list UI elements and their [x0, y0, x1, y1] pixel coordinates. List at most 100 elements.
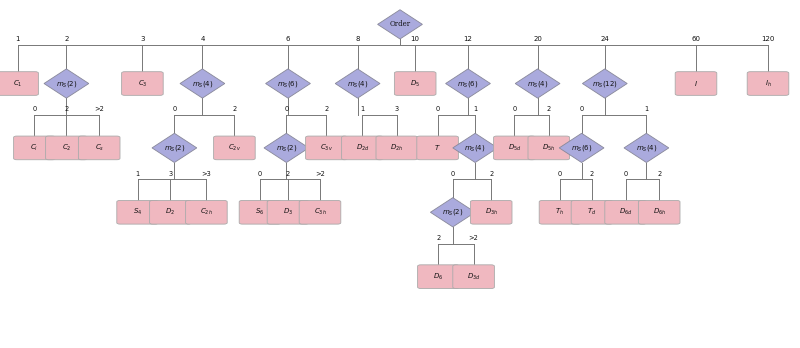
Text: >3: >3 — [202, 171, 211, 177]
Text: 2: 2 — [232, 106, 237, 112]
FancyBboxPatch shape — [122, 72, 163, 95]
FancyBboxPatch shape — [470, 200, 512, 224]
Text: 24: 24 — [601, 37, 609, 42]
FancyBboxPatch shape — [539, 200, 581, 224]
FancyBboxPatch shape — [417, 136, 458, 160]
Text: 2: 2 — [436, 235, 441, 241]
Text: $C_i$: $C_i$ — [30, 143, 38, 153]
Text: 1: 1 — [360, 106, 365, 112]
Text: $D_{6d}$: $D_{6d}$ — [618, 207, 633, 218]
FancyBboxPatch shape — [342, 136, 383, 160]
Text: 120: 120 — [762, 37, 774, 42]
Text: 3: 3 — [140, 37, 145, 42]
Text: 0: 0 — [450, 171, 455, 177]
FancyBboxPatch shape — [14, 136, 55, 160]
Text: $C_s$: $C_s$ — [94, 143, 104, 153]
Text: 2: 2 — [657, 171, 662, 177]
Text: $m_S(12)$: $m_S(12)$ — [592, 79, 618, 88]
Text: $S_6$: $S_6$ — [255, 207, 265, 218]
Text: $m_S(2)$: $m_S(2)$ — [164, 143, 185, 153]
Text: $D_{3h}$: $D_{3h}$ — [485, 207, 498, 218]
FancyBboxPatch shape — [214, 136, 255, 160]
Text: >2: >2 — [469, 235, 478, 241]
FancyBboxPatch shape — [186, 200, 227, 224]
Text: 0: 0 — [512, 106, 517, 112]
Text: $C_{3h}$: $C_{3h}$ — [314, 207, 326, 218]
Text: 2: 2 — [64, 37, 69, 42]
Text: $m_S(4)$: $m_S(4)$ — [527, 79, 548, 88]
Text: 60: 60 — [691, 37, 701, 42]
Text: $I_h$: $I_h$ — [765, 78, 771, 89]
Text: $D_{2d}$: $D_{2d}$ — [355, 143, 370, 153]
Text: 6: 6 — [286, 37, 290, 42]
FancyBboxPatch shape — [394, 72, 436, 95]
Text: $C_{2h}$: $C_{2h}$ — [200, 207, 213, 218]
FancyBboxPatch shape — [494, 136, 535, 160]
Text: $m_S(4)$: $m_S(4)$ — [636, 143, 657, 153]
Text: 4: 4 — [200, 37, 205, 42]
Text: $C_1$: $C_1$ — [13, 78, 22, 89]
Text: 10: 10 — [410, 37, 420, 42]
Text: 0: 0 — [579, 106, 584, 112]
Text: 12: 12 — [463, 37, 473, 42]
Text: $D_2$: $D_2$ — [166, 207, 175, 218]
FancyBboxPatch shape — [299, 200, 341, 224]
Polygon shape — [264, 133, 309, 163]
Text: $D_{5d}$: $D_{5d}$ — [507, 143, 522, 153]
Text: $m_S(4)$: $m_S(4)$ — [347, 79, 368, 88]
Text: $m_S(6)$: $m_S(6)$ — [278, 79, 298, 88]
Text: $T$: $T$ — [434, 143, 441, 152]
Polygon shape — [180, 69, 225, 98]
Text: 1: 1 — [473, 106, 478, 112]
FancyBboxPatch shape — [306, 136, 347, 160]
Text: $I$: $I$ — [694, 79, 698, 88]
Text: 3: 3 — [394, 106, 399, 112]
Polygon shape — [430, 198, 475, 227]
Text: 0: 0 — [623, 171, 628, 177]
FancyBboxPatch shape — [675, 72, 717, 95]
FancyBboxPatch shape — [605, 200, 646, 224]
FancyBboxPatch shape — [453, 265, 494, 288]
Polygon shape — [335, 69, 380, 98]
Text: $D_5$: $D_5$ — [410, 78, 420, 89]
Text: $T_h$: $T_h$ — [555, 207, 565, 218]
Text: 1: 1 — [15, 37, 20, 42]
Text: 0: 0 — [284, 106, 289, 112]
Text: 2: 2 — [546, 106, 551, 112]
Text: $D_{5h}$: $D_{5h}$ — [542, 143, 555, 153]
FancyBboxPatch shape — [78, 136, 120, 160]
Text: $m_S(4)$: $m_S(4)$ — [465, 143, 486, 153]
Text: 2: 2 — [590, 171, 594, 177]
Text: 2: 2 — [324, 106, 329, 112]
Polygon shape — [446, 69, 490, 98]
FancyBboxPatch shape — [150, 200, 191, 224]
Text: 3: 3 — [168, 171, 173, 177]
FancyBboxPatch shape — [418, 265, 459, 288]
Text: 8: 8 — [355, 37, 360, 42]
Polygon shape — [152, 133, 197, 163]
Polygon shape — [378, 10, 422, 39]
Text: 0: 0 — [558, 171, 562, 177]
Text: Order: Order — [390, 21, 410, 28]
Polygon shape — [515, 69, 560, 98]
Text: $D_6$: $D_6$ — [434, 271, 443, 282]
Text: $m_S(6)$: $m_S(6)$ — [571, 143, 592, 153]
Text: 0: 0 — [32, 106, 37, 112]
FancyBboxPatch shape — [528, 136, 570, 160]
Text: 2: 2 — [489, 171, 494, 177]
Text: >2: >2 — [315, 171, 325, 177]
Polygon shape — [44, 69, 89, 98]
Text: 2: 2 — [286, 171, 290, 177]
Text: 2: 2 — [64, 106, 69, 112]
Polygon shape — [453, 133, 498, 163]
FancyBboxPatch shape — [376, 136, 418, 160]
Text: $C_{2v}$: $C_{2v}$ — [228, 143, 241, 153]
Text: $m_S(6)$: $m_S(6)$ — [458, 79, 478, 88]
FancyBboxPatch shape — [747, 72, 789, 95]
Text: 20: 20 — [533, 37, 542, 42]
Polygon shape — [559, 133, 604, 163]
FancyBboxPatch shape — [571, 200, 613, 224]
Text: $D_{3d}$: $D_{3d}$ — [466, 271, 481, 282]
Text: $m_S(2)$: $m_S(2)$ — [56, 79, 77, 88]
Text: $C_{3v}$: $C_{3v}$ — [320, 143, 333, 153]
